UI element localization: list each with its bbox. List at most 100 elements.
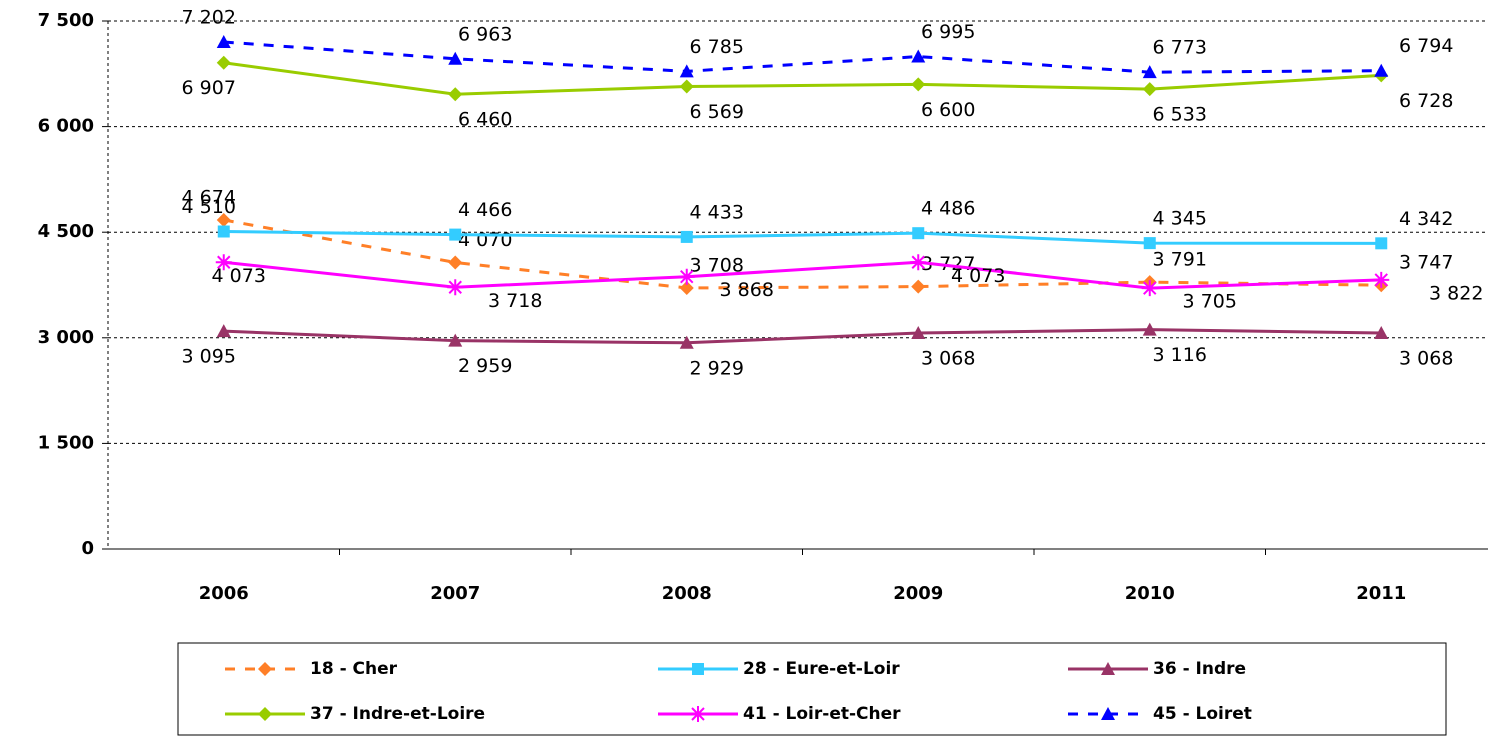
data-label: 6 533: [1153, 104, 1207, 126]
marker: [679, 79, 694, 94]
marker: [911, 279, 926, 294]
data-label: 3 718: [488, 290, 542, 312]
marker: [448, 87, 463, 102]
marker: [1142, 65, 1157, 79]
legend-marker: [258, 707, 272, 721]
marker: [1373, 271, 1390, 288]
marker: [911, 326, 926, 340]
series-line: [223, 229, 1382, 245]
legend-marker: [692, 663, 704, 675]
marker: [678, 268, 695, 285]
marker: [1374, 326, 1389, 340]
marker: [216, 34, 231, 48]
data-label: 6 794: [1399, 35, 1453, 57]
data-label: 6 995: [921, 21, 975, 43]
x-tick-label: 2009: [893, 583, 943, 604]
series-line: [223, 61, 1382, 96]
marker: [217, 225, 230, 238]
marker: [679, 64, 694, 78]
series-line: [223, 218, 1382, 290]
data-label: 6 728: [1399, 90, 1453, 112]
data-label: 3 068: [921, 348, 975, 370]
legend-label: 36 - Indre: [1153, 659, 1246, 679]
marker: [680, 230, 693, 243]
marker: [216, 324, 231, 338]
legend-label: 45 - Loiret: [1153, 704, 1252, 724]
data-label: 3 705: [1183, 291, 1237, 313]
legend-label: 41 - Loir-et-Cher: [743, 704, 901, 724]
legend-marker: [690, 706, 706, 722]
marker: [910, 254, 927, 271]
marker: [1143, 237, 1156, 250]
data-label: 4 073: [212, 265, 266, 287]
data-label: 6 963: [458, 23, 512, 45]
legend-marker: [1101, 662, 1115, 675]
y-tick-label: 6 000: [38, 116, 94, 137]
data-label: 4 345: [1153, 208, 1207, 230]
marker: [447, 279, 464, 296]
marker: [911, 49, 926, 63]
marker: [911, 77, 926, 92]
marker: [1142, 82, 1157, 97]
x-tick-label: 2010: [1125, 583, 1175, 604]
x-tick-label: 2007: [430, 583, 480, 604]
x-tick-label: 2006: [199, 583, 249, 604]
marker: [1374, 63, 1389, 77]
marker: [679, 280, 694, 295]
data-label: 6 773: [1153, 37, 1207, 59]
data-label: 4 510: [182, 196, 236, 218]
marker: [912, 227, 925, 240]
data-label: 4 073: [951, 265, 1005, 287]
data-label: 4 466: [458, 199, 512, 221]
marker: [448, 255, 463, 270]
data-label: 6 569: [690, 101, 744, 123]
marker: [448, 333, 463, 347]
data-label: 7 202: [182, 6, 236, 28]
y-tick-label: 4 500: [38, 221, 94, 242]
data-label: 3 747: [1399, 252, 1453, 274]
data-label: 4 433: [690, 201, 744, 223]
marker: [216, 55, 231, 70]
x-tick-label: 2008: [662, 583, 712, 604]
marker: [1141, 280, 1158, 297]
y-tick-label: 3 000: [38, 327, 94, 348]
data-label: 6 600: [921, 99, 975, 121]
data-label: 4 674: [182, 186, 236, 208]
legend-label: 28 - Eure-et-Loir: [743, 659, 900, 679]
x-tick-label: 2011: [1356, 583, 1406, 604]
series-line: [223, 260, 1382, 290]
legend-label: 37 - Indre-et-Loire: [310, 704, 485, 724]
marker: [1142, 322, 1157, 336]
data-label: 6 785: [690, 36, 744, 58]
marker: [449, 228, 462, 241]
data-label: 4 070: [458, 229, 512, 251]
legend-marker: [1101, 707, 1115, 720]
marker: [448, 51, 463, 65]
y-tick-label: 1 500: [38, 432, 94, 453]
data-label: 2 959: [458, 355, 512, 377]
marker: [679, 335, 694, 349]
series-line: [223, 40, 1382, 74]
series-line: [223, 328, 1382, 345]
data-label: 2 929: [690, 357, 744, 379]
marker: [1375, 237, 1388, 250]
data-label: 6 907: [182, 77, 236, 99]
legend-marker: [258, 662, 272, 676]
data-label: 3 708: [690, 254, 744, 276]
marker: [216, 212, 231, 227]
data-label: 3 116: [1153, 344, 1207, 366]
data-label: 4 342: [1399, 208, 1453, 230]
data-label: 6 460: [458, 109, 512, 131]
y-tick-label: 7 500: [38, 10, 94, 31]
data-label: 3 868: [720, 279, 774, 301]
data-label: 4 486: [921, 198, 975, 220]
legend-box: [177, 642, 1447, 736]
data-label: 3 068: [1399, 348, 1453, 370]
data-label: 3 095: [182, 346, 236, 368]
y-tick-label: 0: [81, 538, 94, 559]
marker: [215, 254, 232, 271]
legend-label: 18 - Cher: [310, 659, 398, 679]
data-label: 3 791: [1153, 249, 1207, 271]
data-label: 3 822: [1429, 282, 1483, 304]
